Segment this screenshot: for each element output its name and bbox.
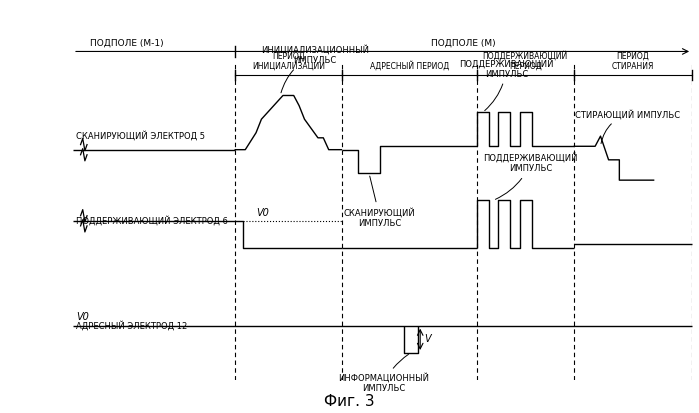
Text: СКАНИРУЮЩИЙ
ИМПУЛЬС: СКАНИРУЮЩИЙ ИМПУЛЬС — [344, 176, 416, 228]
Text: ИНИЦИАЛИЗАЦИОННЫЙ
ИМПУЛЬС: ИНИЦИАЛИЗАЦИОННЫЙ ИМПУЛЬС — [261, 45, 369, 93]
Text: ИНФОРМАЦИОННЫЙ
ИМПУЛЬС: ИНФОРМАЦИОННЫЙ ИМПУЛЬС — [338, 354, 429, 394]
Text: V0: V0 — [256, 208, 269, 218]
Text: ПОДПОЛЕ (М): ПОДПОЛЕ (М) — [431, 39, 496, 48]
Text: ПЕРИОД
ИНИЦИАЛИЗАЦИИ: ПЕРИОД ИНИЦИАЛИЗАЦИИ — [252, 52, 325, 71]
Text: ПЕРИОД
СТИРАНИЯ: ПЕРИОД СТИРАНИЯ — [612, 52, 654, 71]
Text: V: V — [424, 334, 431, 344]
Text: СТИРАЮЩИЙ ИМПУЛЬС: СТИРАЮЩИЙ ИМПУЛЬС — [575, 109, 680, 144]
Text: V0: V0 — [75, 312, 89, 323]
Text: Фиг. 3: Фиг. 3 — [324, 394, 375, 409]
Text: АДРЕСНЫЙ ПЕРИОД: АДРЕСНЫЙ ПЕРИОД — [370, 61, 449, 71]
Text: ПОДДЕРЖИВАЮЩИЙ ЭЛЕКТРОД 6: ПОДДЕРЖИВАЮЩИЙ ЭЛЕКТРОД 6 — [75, 216, 228, 226]
Text: АДРЕСНЫЙ ЭЛЕКТРОД 12: АДРЕСНЫЙ ЭЛЕКТРОД 12 — [75, 321, 187, 331]
Text: ПОДДЕРЖИВАЮЩИЙ
ИМПУЛЬС: ПОДДЕРЖИВАЮЩИЙ ИМПУЛЬС — [459, 58, 554, 111]
Text: СКАНИРУЮЩИЙ ЭЛЕКТРОД 5: СКАНИРУЮЩИЙ ЭЛЕКТРОД 5 — [75, 131, 205, 141]
Text: ПОДПОЛЕ (М-1): ПОДПОЛЕ (М-1) — [90, 39, 164, 48]
Text: ПОДДЕРЖИВАЮЩИЙ
ИМПУЛЬС: ПОДДЕРЖИВАЮЩИЙ ИМПУЛЬС — [483, 153, 578, 199]
Text: ПОДДЕРЖИВАЮЩИЙ
ПЕРИОД: ПОДДЕРЖИВАЮЩИЙ ПЕРИОД — [482, 51, 568, 71]
